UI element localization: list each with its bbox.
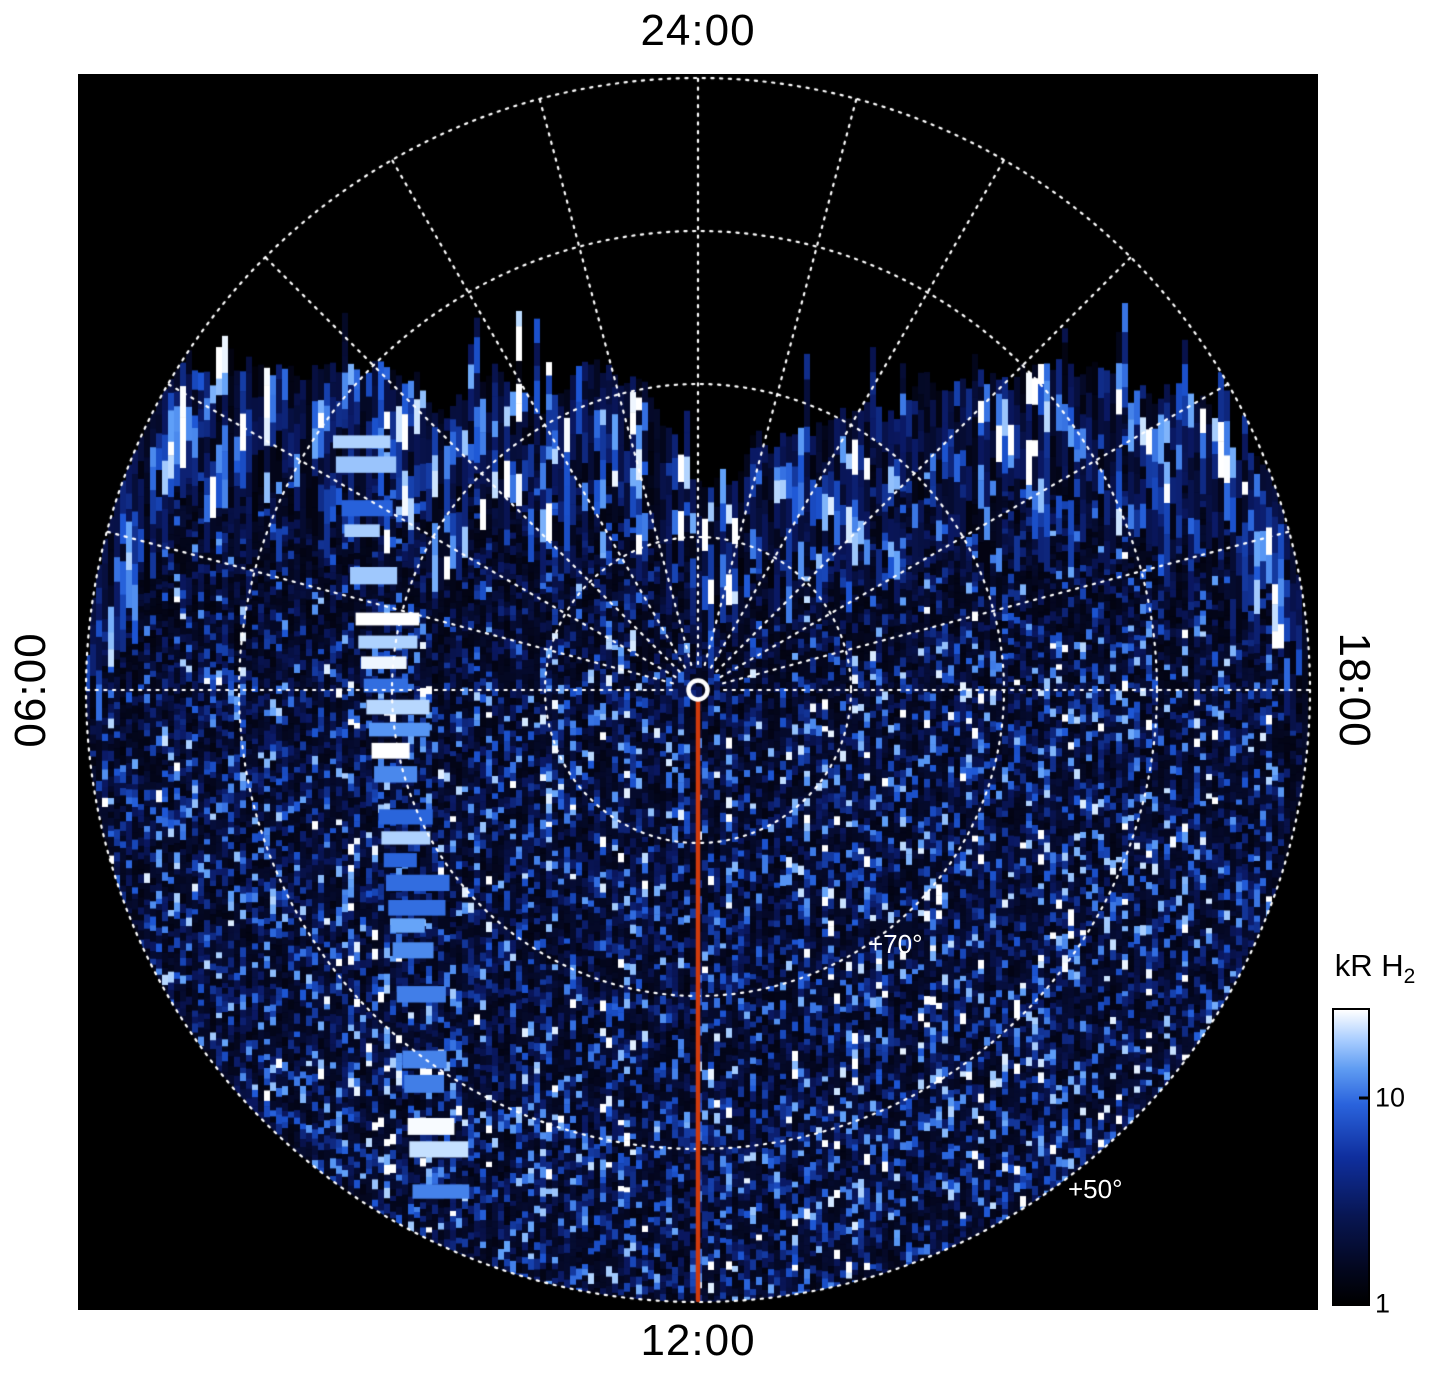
tick-mark-icon [1359,1096,1368,1100]
ring-label-plus70: +70° [868,929,923,959]
axis-label-1200: 12:00 [640,1316,756,1365]
colorbar-tick-label: 1 [1375,1288,1391,1319]
plot-area: +70° +50° [78,74,1318,1310]
tick-mark-icon [1359,1302,1368,1306]
colorbar-title-text: kR H [1334,948,1404,983]
colorbar: 10 1 [1332,1008,1405,1317]
colorbar-title-subscript: 2 [1403,965,1416,989]
colorbar-gradient [1334,1010,1368,1304]
axis-label-1800: 18:00 [1330,632,1379,748]
polar-heatmap-canvas [78,74,1318,1310]
axis-label-0600: 06:00 [6,632,55,748]
ring-label-plus50: +50° [1068,1174,1123,1204]
axis-label-2400: 24:00 [640,6,756,55]
colorbar-tick-10: 10 [1359,1082,1406,1113]
colorbar-tick-1: 1 [1359,1288,1391,1319]
colorbar-tick-label: 10 [1375,1082,1406,1113]
colorbar-title: kR H2 [1290,948,1447,989]
